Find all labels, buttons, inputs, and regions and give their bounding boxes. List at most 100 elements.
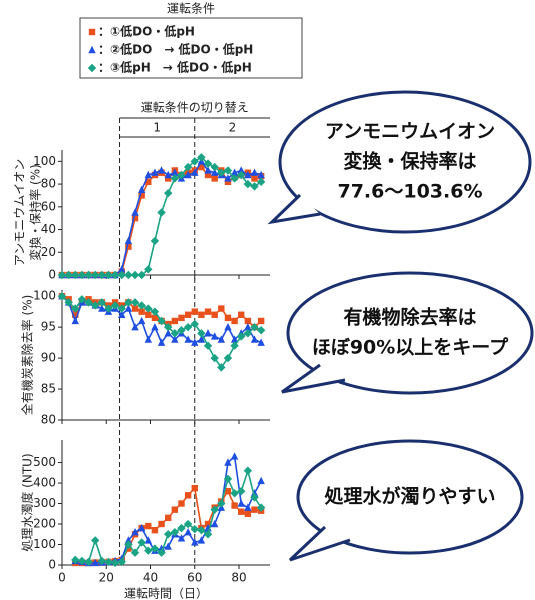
bubble-text: 77.6～103.6% <box>337 181 482 203</box>
y-axis-label: 全有機炭素除去率 (%) <box>20 295 35 416</box>
y-tick-label: 40 <box>41 222 56 236</box>
marker <box>224 322 232 331</box>
marker <box>257 317 265 325</box>
marker <box>164 170 172 179</box>
legend-marker <box>88 28 96 36</box>
marker <box>211 311 218 318</box>
marker <box>250 168 259 176</box>
marker <box>224 174 232 182</box>
marker <box>165 514 172 522</box>
marker <box>170 528 180 537</box>
legend-marker <box>87 63 97 73</box>
marker <box>243 329 253 338</box>
bubble-text: 変換・保持率は <box>343 150 476 173</box>
marker <box>197 329 206 338</box>
marker <box>191 168 199 176</box>
marker <box>77 295 87 304</box>
marker <box>64 270 73 280</box>
marker <box>131 322 139 331</box>
marker <box>84 557 93 567</box>
marker <box>72 311 79 318</box>
marker <box>151 314 159 322</box>
marker <box>97 270 107 280</box>
marker <box>184 492 192 499</box>
marker <box>184 528 192 536</box>
marker <box>117 557 126 567</box>
y-tick-label: 0 <box>48 268 56 282</box>
y-tick-label: 0 <box>48 558 56 572</box>
marker <box>137 523 146 532</box>
marker <box>150 544 160 553</box>
marker <box>90 536 100 545</box>
bubble-text: 有機物除去率は <box>343 306 476 329</box>
speech-bubble <box>278 90 532 234</box>
marker <box>145 311 152 318</box>
marker <box>231 502 238 509</box>
marker <box>230 489 239 498</box>
marker <box>177 170 186 180</box>
marker <box>90 301 100 310</box>
y-tick-label: 400 <box>33 476 56 490</box>
marker <box>198 163 205 171</box>
marker <box>171 317 179 325</box>
marker <box>250 493 259 502</box>
marker <box>210 162 219 172</box>
marker <box>165 175 172 182</box>
y-tick-label: 300 <box>33 496 56 510</box>
x-tick-label: 20 <box>99 571 114 585</box>
marker <box>223 474 233 484</box>
marker <box>84 298 93 307</box>
marker <box>145 522 152 530</box>
marker <box>244 317 252 325</box>
marker <box>230 452 239 460</box>
series-line <box>62 166 262 276</box>
marker <box>131 208 139 216</box>
speech-bubble <box>296 439 524 555</box>
marker <box>183 162 193 172</box>
marker <box>137 538 146 547</box>
marker <box>118 310 126 318</box>
marker <box>164 188 173 198</box>
y-tick-label: 200 <box>33 517 56 531</box>
marker <box>151 168 159 176</box>
marker <box>197 335 206 343</box>
marker <box>183 322 193 332</box>
y-tick-label: 85 <box>41 382 56 396</box>
marker <box>150 236 160 246</box>
marker <box>251 175 258 182</box>
y-tick-label: 100 <box>33 537 56 551</box>
marker <box>144 170 152 179</box>
marker <box>191 484 198 492</box>
y-tick-label: 20 <box>41 245 56 259</box>
marker <box>178 500 185 507</box>
marker <box>223 166 233 175</box>
marker <box>197 153 206 162</box>
marker <box>124 540 133 549</box>
marker <box>256 326 266 335</box>
marker <box>230 335 239 343</box>
y-tick-label: 80 <box>41 413 56 427</box>
y-tick-label: 60 <box>41 199 56 213</box>
y-tick-label: 80 <box>41 177 56 191</box>
bubble-text: アンモニウムイオン <box>325 121 495 143</box>
switch-label: 運転条件の切り替え <box>141 101 249 115</box>
marker <box>256 177 266 187</box>
marker <box>230 168 239 176</box>
marker <box>138 192 145 199</box>
marker <box>157 548 166 557</box>
marker <box>191 308 198 315</box>
marker <box>71 270 80 280</box>
legend-box <box>79 17 303 79</box>
marker <box>257 338 265 346</box>
marker <box>183 519 193 529</box>
marker <box>237 499 245 507</box>
marker <box>164 329 172 337</box>
marker <box>257 476 265 485</box>
marker <box>137 270 146 280</box>
marker <box>190 319 199 329</box>
marker <box>244 503 252 511</box>
marker <box>130 548 140 557</box>
marker <box>243 179 253 189</box>
marker <box>224 488 232 495</box>
marker <box>210 505 219 514</box>
